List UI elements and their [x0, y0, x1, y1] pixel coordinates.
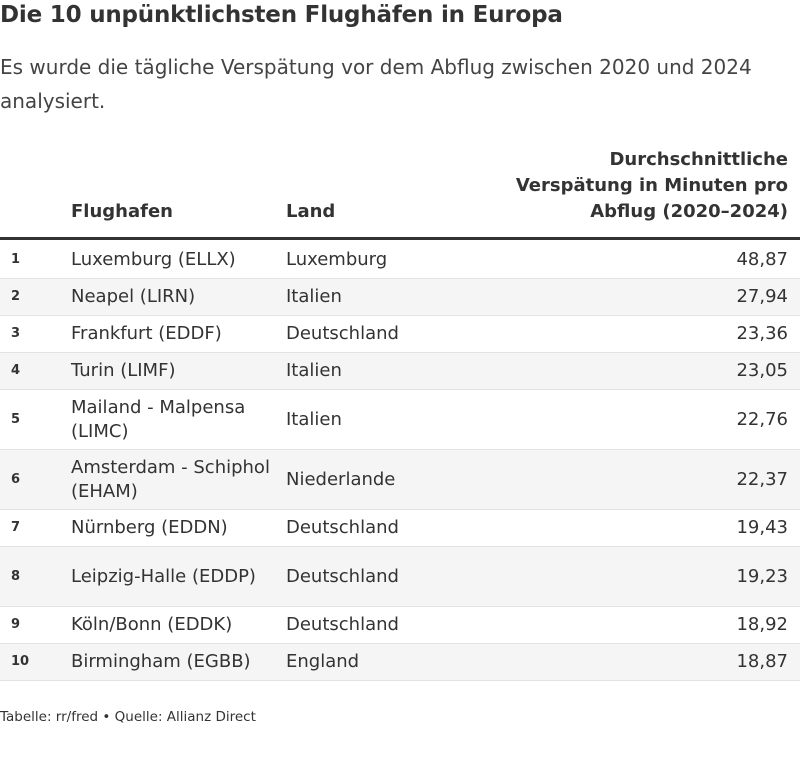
country-cell: Deutschland [286, 323, 399, 344]
airport-cell: Frankfurt (EDDF) [71, 323, 222, 344]
rank-cell: 1 [11, 252, 21, 267]
rank-cell: 9 [11, 617, 21, 632]
airport-cell: Leipzig-Halle (EDDP) [71, 565, 256, 587]
rank-cell: 3 [11, 326, 21, 341]
airport-cell: Neapel (LIRN) [71, 286, 196, 307]
rank-cell: 2 [11, 289, 21, 304]
delay-value-cell: 48,87 [736, 249, 788, 270]
rank-cell: 8 [11, 568, 21, 584]
country-cell: Luxemburg [286, 249, 388, 270]
airport-cell: Birmingham (EGBB) [71, 651, 251, 672]
country-cell: Deutschland [286, 517, 399, 538]
table-row: 9 Köln/Bonn (EDDK) Deutschland 18,92 [0, 607, 800, 644]
table-row: 7 Nürnberg (EDDN) Deutschland 19,43 [0, 510, 800, 547]
table-row: 5 Mailand - Malpensa (LIMC) Italien 22,76 [0, 390, 800, 450]
airport-cell: Köln/Bonn (EDDK) [71, 614, 233, 635]
airport-cell: Luxemburg (ELLX) [71, 249, 236, 270]
delay-value-cell: 22,76 [736, 408, 788, 430]
column-header-country: Land [286, 201, 336, 222]
rank-cell: 10 [11, 654, 30, 669]
chart-title: Die 10 unpünktlichsten Flughäfen in Euro… [0, 2, 563, 28]
column-header-airport: Flughafen [71, 201, 173, 222]
airport-cell: Turin (LIMF) [71, 360, 176, 381]
table-row: 3 Frankfurt (EDDF) Deutschland 23,36 [0, 316, 800, 353]
table-row: 6 Amsterdam - Schiphol (EHAM) Niederlande 2… [0, 450, 800, 510]
country-cell: Deutschland [286, 565, 399, 587]
source-note: Tabelle: rr/fred • Quelle: Allianz Direc… [0, 709, 256, 725]
table-row: 10 Birmingham (EGBB) England 18,87 [0, 644, 800, 681]
country-cell: Italien [286, 408, 342, 430]
airport-cell: Nürnberg (EDDN) [71, 517, 228, 538]
table-row: 4 Turin (LIMF) Italien 23,05 [0, 353, 800, 390]
rank-cell: 7 [11, 520, 21, 535]
column-header-delay: Durchschnittliche Verspätung in Minuten … [515, 149, 788, 222]
airport-cell: Amsterdam - Schiphol (EHAM) [71, 456, 270, 502]
table-body: 1 Luxemburg (ELLX) Luxemburg 48,87 2 Neapel (… [0, 242, 800, 681]
airport-cell: Mailand - Malpensa (LIMC) [71, 396, 246, 442]
delay-value-cell: 22,37 [736, 468, 788, 490]
delay-value-cell: 19,43 [736, 517, 788, 538]
country-cell: Italien [286, 286, 342, 307]
country-cell: Deutschland [286, 614, 399, 635]
country-cell: England [286, 651, 360, 672]
rank-cell: 4 [11, 363, 21, 378]
rank-cell: 5 [11, 411, 21, 427]
chart-subtitle: Es wurde die tägliche Verspätung vor dem… [0, 55, 752, 113]
table-row: 2 Neapel (LIRN) Italien 27,94 [0, 279, 800, 316]
delay-value-cell: 18,87 [736, 651, 788, 672]
country-cell: Niederlande [286, 468, 396, 490]
delay-value-cell: 18,92 [736, 614, 788, 635]
delay-value-cell: 19,23 [736, 565, 788, 587]
delay-value-cell: 23,36 [736, 323, 788, 344]
table-row: 1 Luxemburg (ELLX) Luxemburg 48,87 [0, 242, 800, 279]
delay-value-cell: 27,94 [736, 286, 788, 307]
table-row: 8 Leipzig-Halle (EDDP) Deutschland 19,23 [0, 547, 800, 607]
rank-cell: 6 [11, 471, 21, 487]
country-cell: Italien [286, 360, 342, 381]
delay-value-cell: 23,05 [736, 360, 788, 381]
table-header: Flughafen Land Durchschnittliche Verspät… [0, 149, 800, 240]
